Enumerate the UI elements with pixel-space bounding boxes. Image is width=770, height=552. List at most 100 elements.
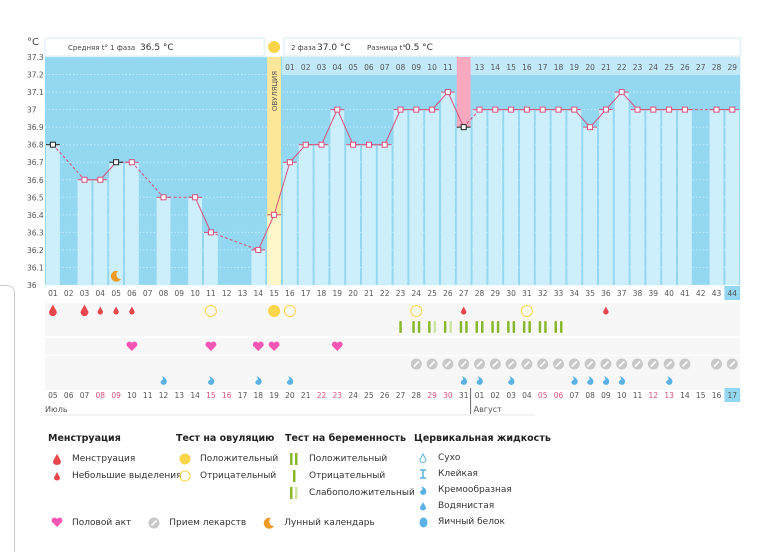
temp-line-segment [447,91,465,128]
phase2-day-label: 10 [427,63,437,72]
heart-icon [205,341,217,351]
pregnancy-positive-icon [512,321,516,333]
legend-ovulation-test: Тест на овуляцию Положительный Отрицател… [176,433,278,484]
temp-point [302,141,309,148]
cycle-day-label: 20 [348,289,358,298]
cycle-day-label: 06 [127,289,137,298]
cycle-day-label: 11 [206,289,216,298]
current-day-highlight [724,286,741,300]
heart-icon [48,517,66,528]
date-label: 15 [206,391,216,400]
pregnancy-weak-icon [449,321,452,333]
legend-label: Положительный [200,453,279,464]
legend-label: Слабоположительный [309,487,415,498]
legend-label: Клейкая [438,469,478,479]
temp-bar [298,144,313,285]
date-label: 07 [80,391,90,400]
temp-point [681,106,688,113]
temp-bar [709,109,724,285]
date-label: 02 [491,391,501,400]
y-tick-label: 37.3 [27,53,44,62]
legend-label: Менструация [72,453,136,464]
pregnancy-positive-icon [481,321,484,333]
date-label: 01 [475,391,485,400]
phase2-day-label: 02 [301,63,311,72]
phase2-box [283,37,741,57]
temp-point [444,89,451,96]
blood-drop-icon [80,304,89,317]
cycle-day-label: 18 [317,289,327,298]
creamy-fluid-icon [287,376,294,385]
legend-label: Половой акт [72,517,132,528]
temp-point [192,194,199,201]
temp-bar [583,127,597,286]
temp-point [618,89,625,96]
heart-icon [126,341,138,351]
temp-point [365,141,372,148]
temp-point [207,229,214,236]
pill-stroke [508,360,515,368]
cycle-day-label: 21 [364,289,374,298]
temp-bar [456,127,471,286]
double-bar-icon [285,452,303,465]
date-label: 30 [443,391,453,400]
date-label: 12 [159,391,169,400]
legend-label: Яичный белок [438,517,505,527]
cycle-day-label: 44 [728,289,738,298]
date-label: 14 [190,391,200,400]
ovulation-label: ОВУЛЯЦИЯ [271,71,279,111]
temp-line-segment [194,197,212,233]
temp-bar [362,144,376,285]
pregnancy-positive-icon [465,321,468,333]
temp-point [160,194,167,201]
temp-bar [156,197,171,285]
pill-stroke [713,360,720,368]
date-label: 31 [459,391,469,400]
pill-stroke [492,360,499,368]
pill-stroke [634,360,641,368]
phase2-day-label: 18 [554,63,564,72]
cycle-day-label: 26 [443,289,453,298]
moon-icon [260,517,278,529]
creamy-fluid-icon [476,376,483,385]
pill-stroke [681,360,688,368]
small-drop-icon [461,306,467,315]
cycle-day-label: 33 [554,289,564,298]
temp-bar [46,144,60,285]
temp-point [523,106,530,113]
temp-point [97,176,104,183]
cycle-day-label: 40 [664,289,674,298]
cycle-day-label: 25 [427,289,437,298]
temp-point [555,106,562,113]
legend-pregnancy-test: Тест на беременность Положительный Отриц… [285,433,415,501]
pill-stroke [587,360,594,368]
temp-point [429,106,436,113]
cycle-day-label: 08 [159,289,169,298]
date-label: 08 [585,391,595,400]
cycle-day-label: 24 [412,289,422,298]
diff-label: Разница t° [367,44,406,52]
creamy-fluid-icon [603,376,610,385]
pill-stroke [523,360,530,368]
pregnancy-positive-icon [528,321,531,333]
temp-line-segment [131,161,164,198]
cycle-day-label: 04 [96,289,106,298]
heart-icon [331,341,343,351]
watery-drop-icon [414,501,432,511]
pill-stroke [460,360,467,368]
phase2-day-label: 22 [617,63,627,72]
temp-bar [630,109,645,285]
pregnancy-test-bar [428,321,431,333]
pregnancy-positive-icon [560,321,563,333]
small-drop-icon [48,471,66,481]
legend-menstruation: Менструация Менструация Небольшие выделе… [48,433,182,484]
cycle-day-label: 16 [285,289,295,298]
cycle-day-label: 22 [380,289,390,298]
temp-point [476,106,483,113]
symbol-row-background [45,303,741,320]
heart-icon [268,341,280,351]
cycle-day-label: 35 [585,289,595,298]
temp-bar [251,249,266,285]
phase2-day-label: 21 [601,63,611,72]
legend-label: Небольшие выделения [72,470,182,481]
